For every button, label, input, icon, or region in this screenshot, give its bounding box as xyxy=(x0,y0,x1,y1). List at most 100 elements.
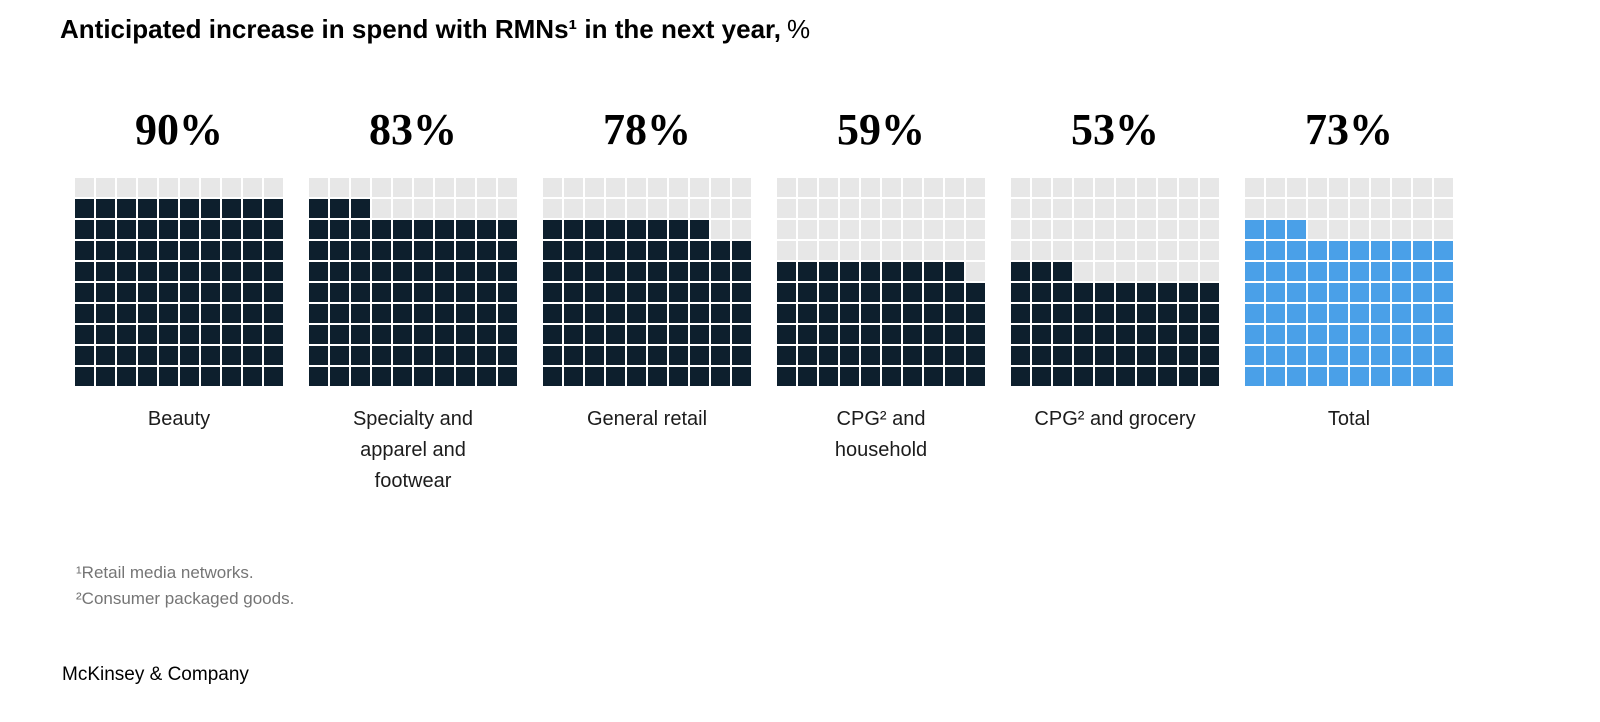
waffle-cell xyxy=(1329,178,1348,197)
waffle-cell xyxy=(330,346,349,365)
waffle-cell xyxy=(1179,304,1198,323)
waffle-cell xyxy=(1095,304,1114,323)
waffle-cell xyxy=(1245,262,1264,281)
waffle-cell xyxy=(477,325,496,344)
waffle-cell xyxy=(690,241,709,260)
waffle-cell xyxy=(1095,325,1114,344)
waffle-cell xyxy=(903,346,922,365)
waffle-cell xyxy=(606,199,625,218)
waffle-cell xyxy=(777,283,796,302)
waffle-cell xyxy=(819,325,838,344)
waffle-cell xyxy=(627,241,646,260)
waffle-cell xyxy=(606,325,625,344)
waffle-cell xyxy=(96,241,115,260)
waffle-cell xyxy=(777,304,796,323)
waffle-cell xyxy=(777,325,796,344)
waffle-cell xyxy=(777,178,796,197)
waffle-cell xyxy=(711,199,730,218)
waffle-cell xyxy=(606,178,625,197)
waffle-cell xyxy=(180,262,199,281)
waffle-cell xyxy=(1179,199,1198,218)
waffle-cell xyxy=(201,178,220,197)
waffle-cell xyxy=(498,304,517,323)
footnotes: ¹Retail media networks. ²Consumer packag… xyxy=(76,560,294,612)
waffle-cell xyxy=(1032,199,1051,218)
waffle-cell xyxy=(1032,241,1051,260)
waffle-cell xyxy=(117,283,136,302)
waffle-cell xyxy=(243,367,262,386)
waffle-column-3: 78% General retail xyxy=(542,100,752,497)
waffle-cell xyxy=(1095,241,1114,260)
waffle-cell xyxy=(585,283,604,302)
waffle-cell xyxy=(1413,262,1432,281)
waffle-cell xyxy=(351,367,370,386)
waffle-cell xyxy=(606,262,625,281)
waffle-cell xyxy=(903,325,922,344)
waffle-cell xyxy=(1308,262,1327,281)
waffle-cell xyxy=(1053,199,1072,218)
waffle-cell xyxy=(1329,241,1348,260)
waffle-cell xyxy=(669,178,688,197)
waffle-cell xyxy=(648,283,667,302)
waffle-cell xyxy=(159,367,178,386)
waffle-cell xyxy=(1350,346,1369,365)
waffle-cell xyxy=(777,199,796,218)
waffle-cell xyxy=(564,199,583,218)
waffle-cell xyxy=(201,325,220,344)
waffle-cell xyxy=(1434,367,1453,386)
waffle-cell xyxy=(1011,199,1030,218)
waffle-cell xyxy=(903,241,922,260)
waffle-cell xyxy=(1266,199,1285,218)
waffle-cell xyxy=(1032,304,1051,323)
waffle-cell xyxy=(711,241,730,260)
waffle-cell xyxy=(564,367,583,386)
waffle-cell xyxy=(372,367,391,386)
waffle-cell xyxy=(1266,367,1285,386)
waffle-cell xyxy=(1074,220,1093,239)
waffle-cell xyxy=(180,325,199,344)
waffle-cell xyxy=(351,346,370,365)
waffle-cell xyxy=(264,220,283,239)
waffle-cell xyxy=(564,304,583,323)
waffle-cell xyxy=(1074,304,1093,323)
waffle-cell xyxy=(1434,241,1453,260)
waffle-cell xyxy=(627,220,646,239)
waffle-cell xyxy=(222,178,241,197)
waffle-cell xyxy=(819,262,838,281)
waffle-cell xyxy=(840,220,859,239)
waffle-cell xyxy=(1200,304,1219,323)
waffle-cell xyxy=(861,283,880,302)
waffle-cell xyxy=(435,367,454,386)
waffle-cell xyxy=(243,325,262,344)
waffle-cell xyxy=(648,325,667,344)
waffle-cell xyxy=(606,220,625,239)
waffle-cell xyxy=(456,199,475,218)
waffle-cell xyxy=(627,262,646,281)
waffle-cell xyxy=(1371,262,1390,281)
waffle-cell xyxy=(309,325,328,344)
waffle-cell xyxy=(819,346,838,365)
waffle-cell xyxy=(1179,178,1198,197)
waffle-cell xyxy=(201,220,220,239)
waffle-cell xyxy=(585,220,604,239)
waffle-cell xyxy=(1413,241,1432,260)
waffle-cell xyxy=(1371,346,1390,365)
waffle-cell xyxy=(1371,367,1390,386)
waffle-cell xyxy=(414,367,433,386)
waffle-cell xyxy=(924,346,943,365)
waffle-cell xyxy=(435,325,454,344)
waffle-cell xyxy=(180,178,199,197)
category-label: CPG² and grocery xyxy=(1034,408,1196,430)
waffle-cell xyxy=(96,367,115,386)
waffle-cell xyxy=(1137,367,1156,386)
waffle-cell xyxy=(393,325,412,344)
waffle-grid xyxy=(543,178,751,386)
waffle-cell xyxy=(819,220,838,239)
waffle-cell xyxy=(840,241,859,260)
waffle-cell xyxy=(1413,325,1432,344)
waffle-cell xyxy=(1371,241,1390,260)
chart-title-unit: % xyxy=(786,14,811,44)
category-label: Beauty xyxy=(147,408,211,430)
waffle-cell xyxy=(1116,304,1135,323)
waffle-cell xyxy=(1053,283,1072,302)
